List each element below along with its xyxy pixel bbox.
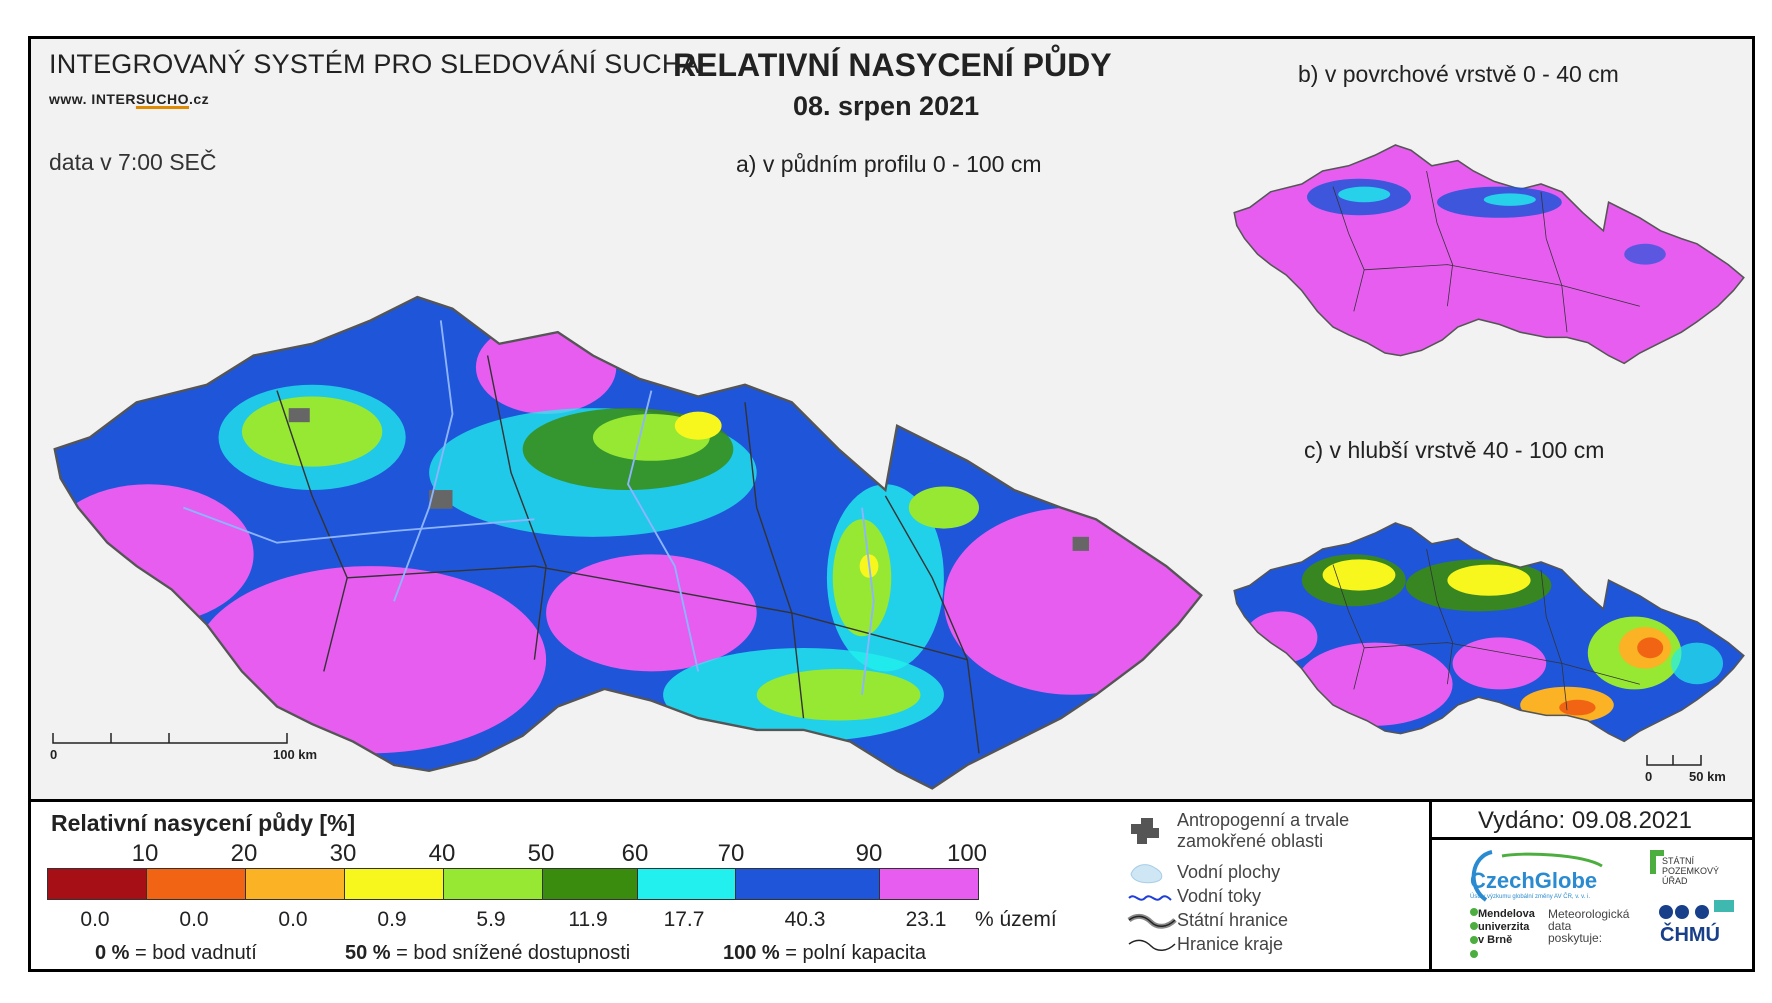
state-border-label: Státní hranice — [1177, 910, 1289, 930]
chmu-logo-icon — [1659, 905, 1709, 919]
anthropogenic-area-label: Antropogenní a trvale zamokřené oblasti — [1177, 810, 1350, 851]
legend-tick: 90 — [855, 840, 883, 867]
map-b-surface — [1233, 144, 1745, 365]
legend-share: 0.0 — [179, 908, 209, 931]
water-body-label: Vodní plochy — [1177, 862, 1281, 882]
scale-main-end: 100 km — [273, 747, 318, 762]
definition-wilting-point: 0 % = bod vadnutí — [95, 942, 257, 964]
chmu-logo: ČHMÚ — [1660, 924, 1720, 946]
website-prefix: www. INTER — [49, 91, 136, 107]
map-c-deep — [1233, 522, 1745, 743]
map-a-title: a) v půdním profilu 0 - 100 cm — [736, 151, 1042, 177]
meteo-data-provider-label: Meteorologická data poskytuje: — [1548, 907, 1630, 945]
map-a-profile — [53, 295, 1203, 790]
legend-title: Relativní nasycení půdy [%] — [51, 810, 356, 836]
legend-share-unit: % území — [975, 908, 1057, 931]
mendel-logo: Mendelova univerzita v Brně — [1478, 908, 1535, 946]
legend-tick: 40 — [428, 840, 456, 867]
system-title: INTEGROVANÝ SYSTÉM PRO SLEDOVÁNÍ SUCHA — [49, 49, 700, 79]
legend-class-swatch — [736, 869, 880, 899]
region-border-label: Hranice kraje — [1177, 934, 1284, 954]
czechglobe-subtitle: Ústav výzkumu globální změny AV ČR, v. v… — [1470, 894, 1591, 900]
legend-class-swatch — [345, 869, 444, 899]
definition-field-capacity: 100 % = polní kapacita — [723, 942, 926, 964]
legend-share: 17.7 — [663, 908, 705, 931]
main-date: 08. srpen 2021 — [793, 91, 980, 121]
legend-share: 11.9 — [568, 908, 608, 931]
water-course-icon — [1128, 895, 1172, 901]
scale-bar-small — [1646, 755, 1702, 766]
logo-box: CzechGlobe Ústav výzkumu globální změny … — [1429, 840, 1752, 972]
legend-class-swatch — [543, 869, 638, 899]
czechglobe-logo-icon — [1471, 850, 1603, 902]
scale-small-start: 0 — [1645, 769, 1653, 784]
legend-share: 5.9 — [476, 908, 506, 931]
water-course-label: Vodní toky — [1177, 886, 1262, 906]
legend-share: 0.0 — [278, 908, 308, 931]
map-b-title: b) v povrchové vrstvě 0 - 40 cm — [1298, 61, 1619, 87]
scale-bar-main — [52, 733, 288, 744]
legend-class-swatch — [147, 869, 246, 899]
legend-tick: 100 — [946, 840, 988, 867]
legend-share: 40.3 — [784, 908, 826, 931]
map-frame: INTEGROVANÝ SYSTÉM PRO SLEDOVÁNÍ SUCHA w… — [28, 36, 1755, 972]
legend-tick: 20 — [230, 840, 258, 867]
legend-tick: 10 — [131, 840, 159, 867]
legend-share: 0.0 — [80, 908, 110, 931]
czechglobe-logo: CzechGlobe — [1470, 868, 1598, 893]
legend-area: Relativní nasycení půdy [%] 10 20 30 40 … — [31, 799, 1752, 972]
legend-class-swatch — [444, 869, 543, 899]
scale-small-end: 50 km — [1689, 769, 1726, 784]
legend-tick: 50 — [527, 840, 555, 867]
main-title: RELATIVNÍ NASYCENÍ PŮDY — [673, 47, 1112, 83]
spu-logo: STÁTNÍ POZEMKOVÝ ÚŘAD — [1662, 856, 1720, 886]
mendel-dots-icon — [1470, 908, 1478, 958]
anthropogenic-area-icon — [1131, 818, 1159, 844]
legend-colorbar — [47, 868, 979, 900]
legend-class-swatch — [638, 869, 736, 899]
map-area: INTEGROVANÝ SYSTÉM PRO SLEDOVÁNÍ SUCHA w… — [31, 39, 1752, 799]
spu-logo-icon — [1650, 850, 1664, 874]
state-border-icon — [1127, 913, 1177, 929]
data-time: data v 7:00 SEČ — [49, 149, 217, 175]
legend-tick: 30 — [329, 840, 357, 867]
issued-date: Vydáno: 09.08.2021 — [1478, 807, 1692, 834]
scale-main-start: 0 — [50, 747, 58, 762]
water-body-icon — [1130, 864, 1163, 884]
legend-tick: 70 — [717, 840, 745, 867]
legend-class-swatch — [48, 869, 147, 899]
region-border-icon — [1128, 939, 1176, 951]
map-c-title: c) v hlubší vrstvě 40 - 100 cm — [1304, 437, 1605, 463]
website-underlined: SUCHO — [135, 91, 189, 107]
legend-tick: 60 — [621, 840, 649, 867]
legend-share: 0.9 — [377, 908, 407, 931]
legend-class-swatch — [880, 869, 978, 899]
spu-square-icon — [1714, 900, 1734, 912]
website-link[interactable]: www. INTERSUCHO.cz — [49, 91, 209, 107]
issued-box: Vydáno: 09.08.2021 — [1429, 802, 1752, 840]
legend-class-swatch — [246, 869, 345, 899]
website-suffix: .cz — [189, 91, 210, 107]
legend-share: 23.1 — [905, 908, 947, 931]
definition-reduced-availability: 50 % = bod snížené dostupnosti — [345, 942, 631, 964]
